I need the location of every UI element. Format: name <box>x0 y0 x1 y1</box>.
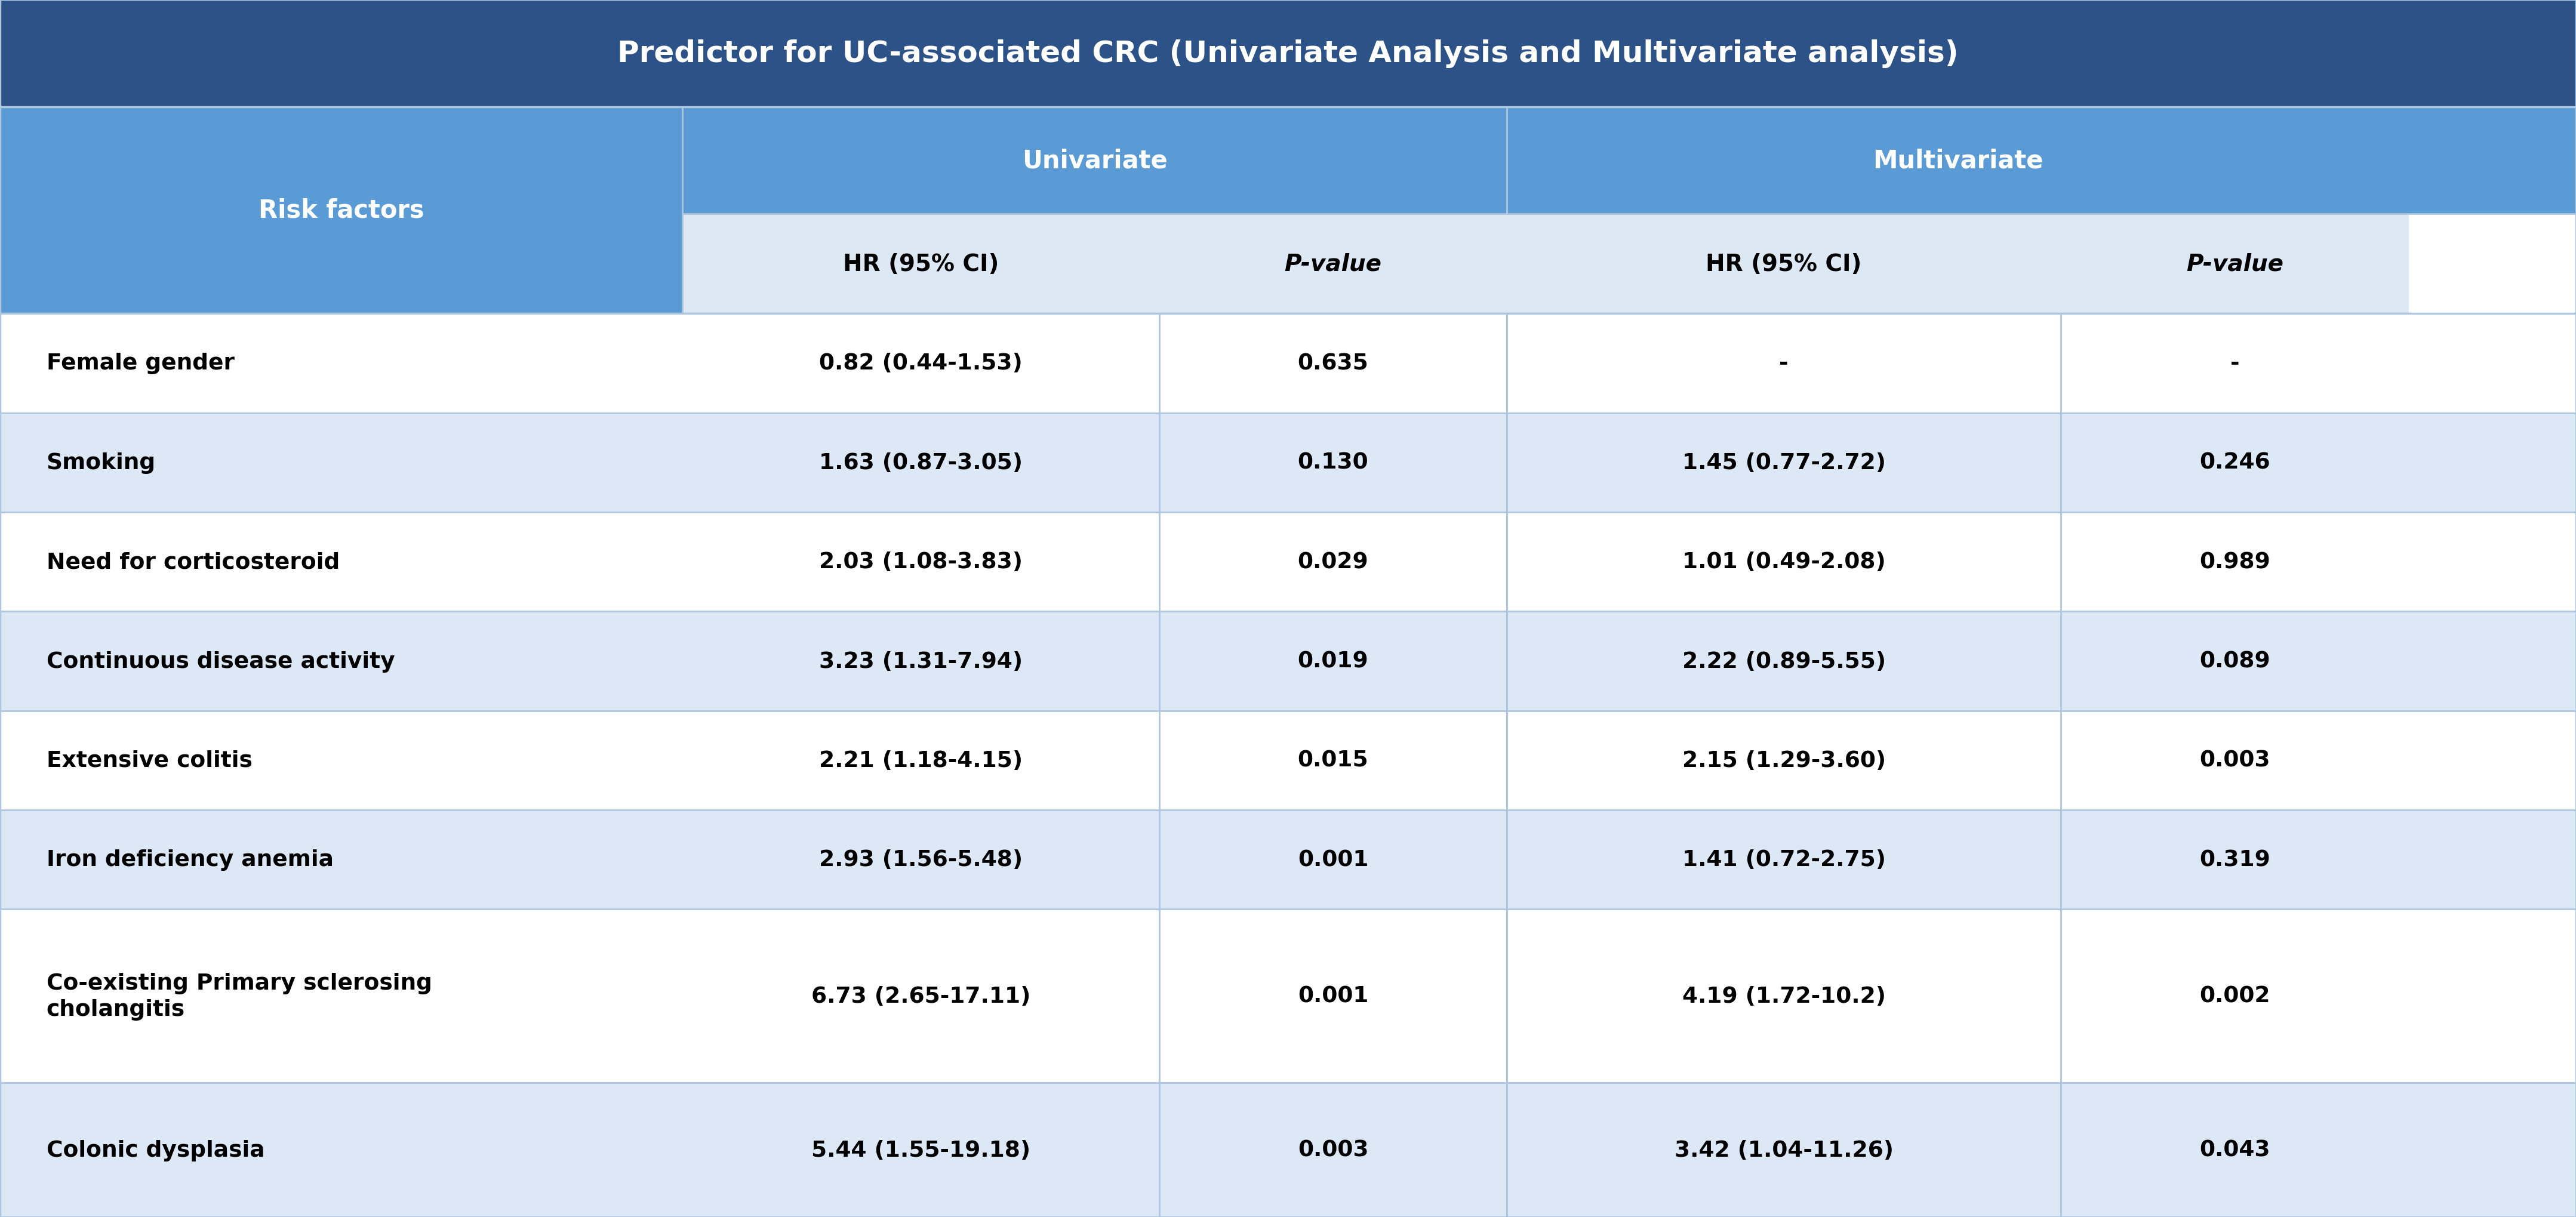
Text: -: - <box>2231 353 2239 375</box>
Bar <box>0 612 2576 711</box>
Text: 3.23 (1.31-7.94): 3.23 (1.31-7.94) <box>819 651 1023 672</box>
Text: Continuous disease activity: Continuous disease activity <box>46 651 394 672</box>
Text: 0.246: 0.246 <box>2200 452 2269 473</box>
Bar <box>0 909 2576 1083</box>
Text: Colonic dysplasia: Colonic dysplasia <box>46 1139 265 1161</box>
Text: Univariate: Univariate <box>1023 148 1167 173</box>
Text: 0.989: 0.989 <box>2200 551 2269 573</box>
Text: 1.63 (0.87-3.05): 1.63 (0.87-3.05) <box>819 452 1023 473</box>
Text: Predictor for UC-associated CRC (Univariate Analysis and Multivariate analysis): Predictor for UC-associated CRC (Univari… <box>618 39 1958 68</box>
Text: 2.03 (1.08-3.83): 2.03 (1.08-3.83) <box>819 551 1023 573</box>
Text: 2.93 (1.56-5.48): 2.93 (1.56-5.48) <box>819 849 1023 870</box>
Text: 0.002: 0.002 <box>2200 986 2269 1006</box>
Bar <box>0 314 2576 414</box>
Text: Need for corticosteroid: Need for corticosteroid <box>46 551 340 573</box>
Bar <box>0 107 683 314</box>
Bar <box>0 512 2576 612</box>
Text: 0.003: 0.003 <box>1298 1139 1368 1161</box>
Text: HR (95% CI): HR (95% CI) <box>1705 253 1862 275</box>
Text: Co-existing Primary sclerosing
cholangitis: Co-existing Primary sclerosing cholangit… <box>46 972 433 1020</box>
Text: P-value: P-value <box>1285 253 1381 275</box>
Bar <box>0 414 2576 512</box>
Bar <box>683 214 2409 314</box>
Text: 0.82 (0.44-1.53): 0.82 (0.44-1.53) <box>819 353 1023 375</box>
Text: -: - <box>1780 353 1788 375</box>
Text: 1.41 (0.72-2.75): 1.41 (0.72-2.75) <box>1682 849 1886 870</box>
Bar <box>0 0 2576 107</box>
Text: 0.001: 0.001 <box>1298 849 1368 870</box>
Text: 0.019: 0.019 <box>1298 651 1368 672</box>
Text: 2.22 (0.89-5.55): 2.22 (0.89-5.55) <box>1682 651 1886 672</box>
Text: 0.089: 0.089 <box>2200 651 2269 672</box>
Bar <box>0 107 2576 214</box>
Text: 4.19 (1.72-10.2): 4.19 (1.72-10.2) <box>1682 986 1886 1006</box>
Text: 0.130: 0.130 <box>1298 452 1368 473</box>
Text: Female gender: Female gender <box>46 353 234 375</box>
Text: 2.21 (1.18-4.15): 2.21 (1.18-4.15) <box>819 750 1023 772</box>
Text: 2.15 (1.29-3.60): 2.15 (1.29-3.60) <box>1682 750 1886 772</box>
Text: P-value: P-value <box>2187 253 2282 275</box>
Text: 0.003: 0.003 <box>2200 750 2269 772</box>
Text: Extensive colitis: Extensive colitis <box>46 750 252 772</box>
Text: 0.635: 0.635 <box>1298 353 1368 375</box>
Text: 0.319: 0.319 <box>2200 849 2269 870</box>
Text: 6.73 (2.65-17.11): 6.73 (2.65-17.11) <box>811 986 1030 1006</box>
Text: 0.001: 0.001 <box>1298 986 1368 1006</box>
Text: 1.45 (0.77-2.72): 1.45 (0.77-2.72) <box>1682 452 1886 473</box>
Text: 1.01 (0.49-2.08): 1.01 (0.49-2.08) <box>1682 551 1886 573</box>
Bar <box>0 711 2576 811</box>
Text: 0.043: 0.043 <box>2200 1139 2269 1161</box>
Text: 0.015: 0.015 <box>1298 750 1368 772</box>
Bar <box>0 811 2576 909</box>
Text: 3.42 (1.04-11.26): 3.42 (1.04-11.26) <box>1674 1139 1893 1161</box>
Text: 5.44 (1.55-19.18): 5.44 (1.55-19.18) <box>811 1139 1030 1161</box>
Text: HR (95% CI): HR (95% CI) <box>842 253 999 275</box>
Bar <box>0 1083 2576 1217</box>
Text: Iron deficiency anemia: Iron deficiency anemia <box>46 849 332 870</box>
Text: Multivariate: Multivariate <box>1873 148 2043 173</box>
Text: 0.029: 0.029 <box>1298 551 1368 573</box>
Text: Smoking: Smoking <box>46 452 155 473</box>
Text: Risk factors: Risk factors <box>258 198 425 223</box>
